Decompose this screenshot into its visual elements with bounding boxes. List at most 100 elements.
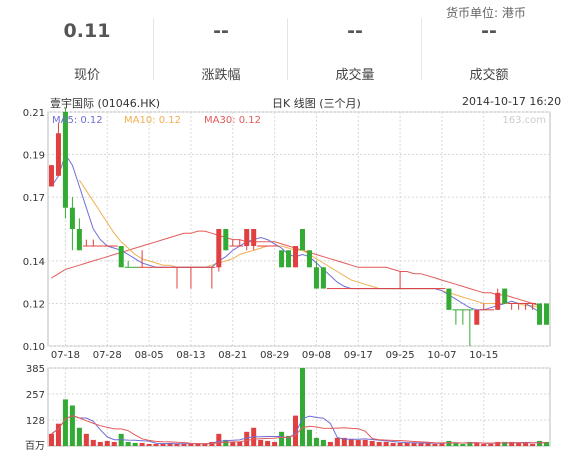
current-price-value: 0.11 xyxy=(63,20,111,42)
candle-body xyxy=(320,267,326,289)
candle-body xyxy=(216,229,222,268)
volume-bar xyxy=(293,415,299,446)
ma5-line xyxy=(51,153,540,313)
volume-bar xyxy=(83,433,89,446)
volume-bar xyxy=(55,423,61,446)
volume-bar xyxy=(104,440,110,446)
volume-bar xyxy=(188,442,194,446)
candle-body xyxy=(293,246,299,268)
stat-change-percent: -- 涨跌幅 xyxy=(154,14,288,88)
legend-item-ma: MA30: 0.12 xyxy=(204,115,261,126)
volume-bar xyxy=(111,441,117,446)
volume-bar xyxy=(160,443,166,446)
candle-body xyxy=(474,309,480,325)
stat-divider xyxy=(421,18,422,80)
volume-bar xyxy=(153,443,159,446)
volume-bar xyxy=(439,442,445,446)
stat-current-price: 0.11 现价 xyxy=(20,14,154,88)
candle-body xyxy=(118,246,124,268)
volume-bar xyxy=(537,440,543,446)
price-tick-label: 0.10 xyxy=(23,342,45,353)
candle-body xyxy=(244,229,250,247)
date-tick-label: 07-18 xyxy=(51,350,80,361)
quote-summary: 0.11 现价 -- 涨跌幅 -- 成交量 -- 成交额 xyxy=(20,14,556,88)
volume-bar xyxy=(202,443,208,446)
stat-turnover: -- 成交额 xyxy=(422,14,556,88)
volume-bar xyxy=(467,441,473,446)
ma30-line xyxy=(51,230,540,307)
volume-unit-label: 百万 xyxy=(25,440,45,452)
volume-bar xyxy=(376,441,382,446)
candle-body xyxy=(306,250,312,268)
volume-bar xyxy=(453,442,459,446)
candle-body xyxy=(251,229,257,247)
volume-bar xyxy=(411,442,417,446)
candle-body xyxy=(62,112,68,208)
candle-body xyxy=(544,303,550,325)
volume-bar xyxy=(69,405,75,446)
stat-volume: -- 成交量 xyxy=(288,14,422,88)
volume-ma10-line xyxy=(51,415,547,445)
volume-bar xyxy=(495,441,501,446)
price-tick-label: 0.21 xyxy=(23,108,45,119)
volume-bar xyxy=(362,439,368,446)
volume-bar xyxy=(530,443,536,446)
volume-bar xyxy=(488,443,494,446)
candle-body xyxy=(286,250,292,268)
volume-bar xyxy=(306,429,312,446)
volume-bar xyxy=(132,442,138,446)
volume-bar xyxy=(425,442,431,446)
volume-bar xyxy=(90,439,96,446)
volume-value: -- xyxy=(347,20,363,42)
price-tick-label: 0.12 xyxy=(23,299,45,310)
volume-bar xyxy=(223,439,229,446)
volume-bar xyxy=(320,439,326,446)
turnover-value: -- xyxy=(481,20,497,42)
volume-tick-label: 128 xyxy=(26,416,45,427)
volume-bar xyxy=(313,437,319,446)
volume-bar xyxy=(125,441,131,446)
volume-bar xyxy=(237,441,243,446)
volume-bar xyxy=(76,427,82,446)
legend-item-ma: MA5: 0.12 xyxy=(52,115,103,126)
volume-bar xyxy=(97,441,103,446)
current-price-label: 现价 xyxy=(73,68,100,83)
date-tick-label: 09-25 xyxy=(386,350,415,361)
volume-bar xyxy=(474,442,480,446)
candle-body xyxy=(502,288,508,304)
stat-divider xyxy=(287,18,288,80)
candle-body xyxy=(495,292,501,310)
date-tick-label: 10-15 xyxy=(469,350,498,361)
chart-datetime: 2014-10-17 16:20 xyxy=(462,95,562,108)
date-tick-label: 08-13 xyxy=(176,350,205,361)
volume-bar xyxy=(544,441,550,446)
volume-bar xyxy=(502,441,508,446)
candle-body xyxy=(537,303,543,325)
volume-bar xyxy=(327,441,333,446)
chart-period: 日K 线图 (三个月) xyxy=(272,97,361,110)
volume-bar xyxy=(146,443,152,446)
volume-bar xyxy=(286,435,292,446)
volume-bar xyxy=(62,399,68,446)
candle-body xyxy=(55,133,61,176)
volume-bar xyxy=(460,443,466,446)
volume-bar xyxy=(244,431,250,446)
currency-unit-label: 货币单位: 港币 xyxy=(446,6,526,20)
date-tick-label: 10-07 xyxy=(427,350,456,361)
volume-bar xyxy=(216,433,222,446)
date-tick-label: 08-29 xyxy=(260,350,289,361)
candle-body xyxy=(279,250,285,268)
volume-bar xyxy=(432,443,438,446)
candle-body xyxy=(299,229,305,251)
candle-body xyxy=(446,288,452,310)
candle-body xyxy=(76,229,82,251)
volume-bar xyxy=(230,441,236,446)
volume-bar xyxy=(418,442,424,446)
volume-bar xyxy=(258,439,264,446)
price-panel-frame xyxy=(47,111,551,347)
volume-bar xyxy=(195,443,201,446)
legend-item-ma: MA10: 0.12 xyxy=(124,115,181,126)
volume-bar xyxy=(279,431,285,446)
stock-name: 壹宇国际 (01046.HK) xyxy=(50,97,161,110)
